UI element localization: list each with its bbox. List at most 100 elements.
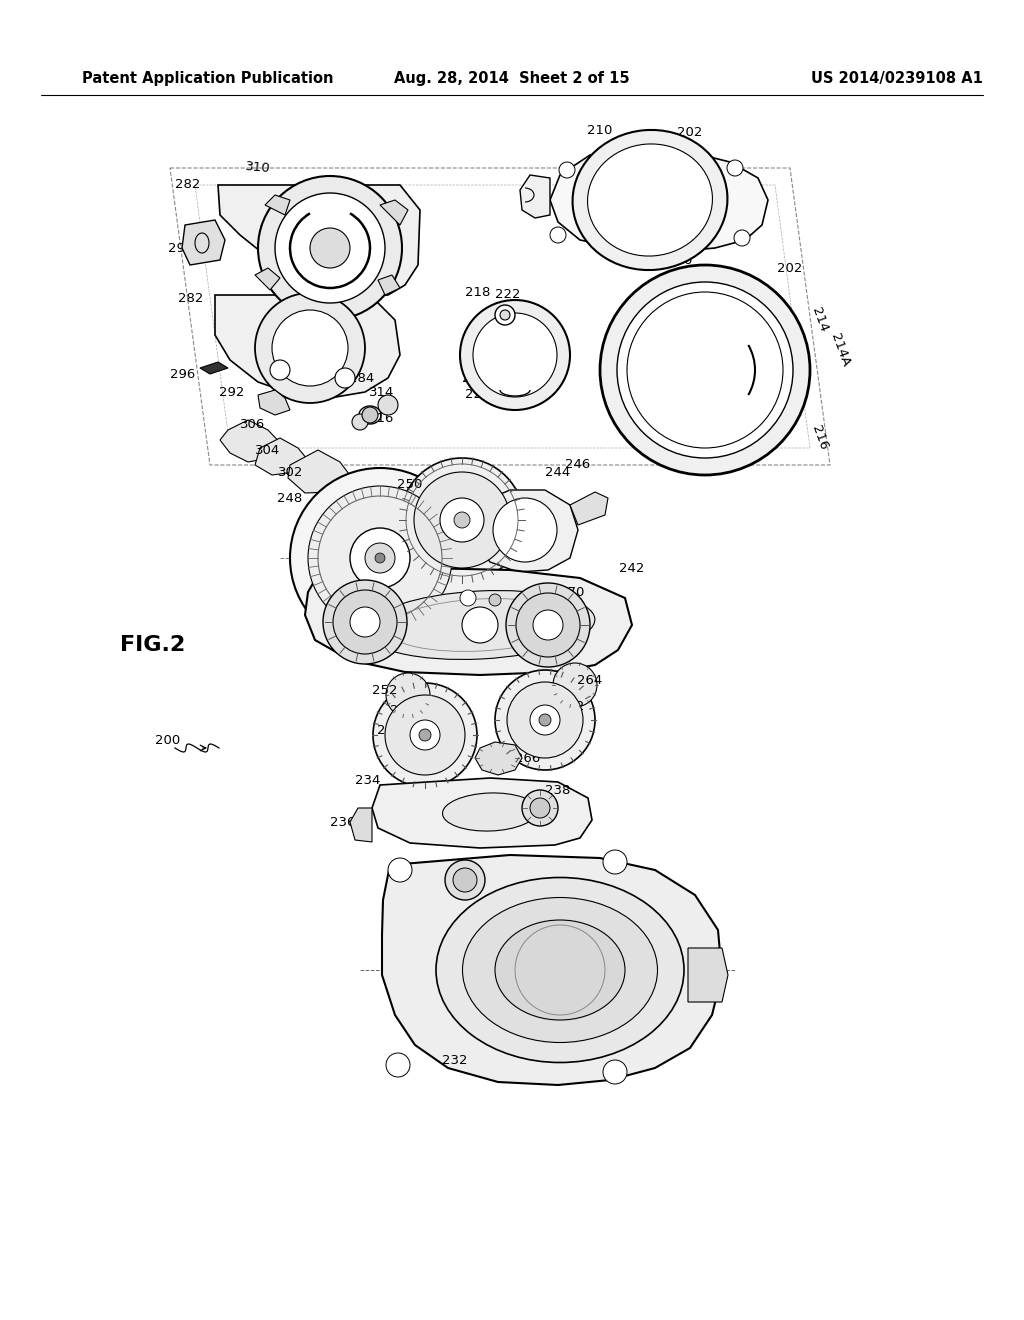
Circle shape: [460, 590, 476, 606]
Text: 224: 224: [465, 388, 490, 401]
Circle shape: [530, 799, 550, 818]
Circle shape: [489, 594, 501, 606]
Circle shape: [553, 663, 597, 708]
Text: 242: 242: [620, 561, 645, 574]
Polygon shape: [520, 176, 550, 218]
Text: 310: 310: [245, 161, 271, 176]
Circle shape: [522, 789, 558, 826]
Text: 246: 246: [565, 458, 591, 471]
Polygon shape: [605, 290, 805, 445]
Text: 306: 306: [240, 418, 265, 432]
Text: 312: 312: [259, 223, 285, 236]
Polygon shape: [255, 268, 280, 290]
Circle shape: [335, 368, 355, 388]
Polygon shape: [265, 195, 290, 215]
Ellipse shape: [436, 878, 684, 1063]
Text: 270: 270: [317, 586, 343, 598]
Circle shape: [500, 310, 510, 319]
Text: 200: 200: [155, 734, 180, 747]
Circle shape: [323, 579, 407, 664]
Text: 266: 266: [515, 751, 541, 764]
Text: 202: 202: [677, 127, 702, 140]
Circle shape: [600, 265, 810, 475]
Polygon shape: [688, 948, 728, 1002]
Text: 222: 222: [496, 289, 521, 301]
Circle shape: [350, 607, 380, 638]
Text: 296: 296: [170, 368, 196, 381]
Circle shape: [530, 705, 560, 735]
Polygon shape: [474, 490, 578, 572]
Circle shape: [507, 682, 583, 758]
Circle shape: [445, 861, 485, 900]
Text: 262: 262: [390, 704, 416, 717]
Circle shape: [460, 300, 570, 411]
Circle shape: [493, 498, 557, 562]
Circle shape: [454, 512, 470, 528]
Text: 214A: 214A: [828, 331, 852, 368]
Circle shape: [362, 407, 378, 422]
Circle shape: [734, 230, 750, 246]
Text: 248: 248: [278, 491, 303, 504]
Circle shape: [333, 590, 397, 653]
Circle shape: [270, 360, 290, 380]
Polygon shape: [380, 201, 408, 224]
Polygon shape: [220, 420, 285, 462]
Circle shape: [308, 486, 452, 630]
Circle shape: [559, 162, 575, 178]
Text: 234: 234: [355, 774, 381, 787]
Circle shape: [534, 610, 563, 640]
Text: Patent Application Publication: Patent Application Publication: [82, 70, 334, 86]
Circle shape: [506, 583, 590, 667]
Circle shape: [386, 1053, 410, 1077]
Circle shape: [385, 696, 465, 775]
Text: 282: 282: [175, 178, 201, 191]
Circle shape: [495, 671, 595, 770]
Text: 282: 282: [178, 292, 204, 305]
Polygon shape: [255, 438, 312, 475]
Text: FIG.2: FIG.2: [120, 635, 185, 655]
Circle shape: [516, 593, 580, 657]
Polygon shape: [382, 855, 722, 1085]
Circle shape: [378, 395, 398, 414]
Circle shape: [386, 673, 430, 717]
Circle shape: [255, 293, 365, 403]
Circle shape: [352, 414, 368, 430]
Polygon shape: [470, 308, 565, 392]
Text: 264: 264: [578, 673, 603, 686]
Text: 210: 210: [588, 124, 612, 136]
Text: 214: 214: [810, 306, 830, 334]
Text: 304: 304: [255, 444, 281, 457]
Text: 210: 210: [668, 253, 692, 267]
Text: 232: 232: [442, 1053, 468, 1067]
Polygon shape: [218, 185, 420, 298]
Polygon shape: [182, 220, 225, 265]
Text: 262: 262: [559, 700, 585, 713]
Text: 314: 314: [370, 387, 394, 400]
Circle shape: [375, 553, 385, 564]
Circle shape: [350, 528, 410, 587]
Circle shape: [727, 160, 743, 176]
Polygon shape: [440, 523, 480, 548]
Polygon shape: [378, 275, 400, 294]
Text: 302: 302: [278, 466, 303, 479]
Text: 216: 216: [810, 424, 830, 453]
Circle shape: [414, 473, 510, 568]
Ellipse shape: [463, 898, 657, 1043]
Circle shape: [495, 305, 515, 325]
Circle shape: [410, 719, 440, 750]
Circle shape: [272, 310, 348, 385]
Circle shape: [440, 498, 484, 543]
Polygon shape: [350, 808, 372, 842]
Circle shape: [473, 313, 557, 397]
Text: 236: 236: [330, 816, 355, 829]
Polygon shape: [372, 777, 592, 847]
Ellipse shape: [442, 793, 538, 832]
Ellipse shape: [366, 590, 595, 660]
Circle shape: [550, 227, 566, 243]
Ellipse shape: [572, 129, 727, 271]
Circle shape: [617, 282, 793, 458]
Ellipse shape: [495, 920, 625, 1020]
Text: 292: 292: [219, 385, 245, 399]
Polygon shape: [288, 450, 355, 492]
Polygon shape: [215, 294, 400, 399]
